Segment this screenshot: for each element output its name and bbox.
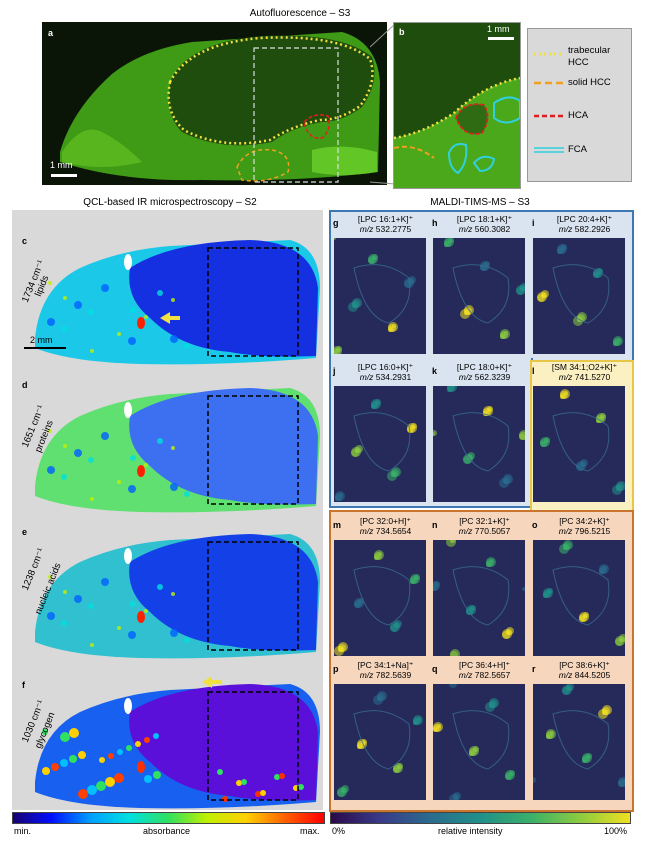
ms-ion-label: [PC 32:0+H]⁺: [359, 516, 412, 526]
legend-label-hca: HCA: [568, 110, 589, 121]
ms-ion-label: [PC 36:4+H]⁺: [458, 660, 511, 670]
ms-ion-label: [LPC 20:4+K]⁺: [556, 214, 613, 224]
ms-ion-label: [LPC 18:1+K]⁺: [456, 214, 513, 224]
ms-image-p: [334, 684, 426, 800]
panel-a-scalebar-label: 1 mm: [50, 160, 73, 170]
ms-image-g: [334, 238, 426, 354]
ir-title: QCL-based IR microspectroscopy – S2: [83, 197, 257, 208]
legend-swatches: [534, 52, 564, 153]
ms-panel-letter: i: [532, 218, 535, 228]
ms-ion-label: [PC 32:1+K]⁺: [459, 516, 510, 526]
panel-b-scalebar: [488, 37, 514, 40]
ms-panel-letter: p: [333, 664, 339, 674]
ms-label-n: n [PC 32:1+K]⁺ m/z 770.5057: [432, 516, 527, 536]
ms-label-q: q [PC 36:4+H]⁺ m/z 782.5657: [432, 660, 527, 680]
autofluorescence-zoom: [394, 23, 520, 188]
autofluorescence-tissue: [60, 32, 380, 183]
ms-image-i: [533, 238, 625, 354]
ms-ion-label: [LPC 16:1+K]⁺: [357, 214, 414, 224]
ms-panel-letter: j: [333, 366, 336, 376]
ms-panel-letter: k: [432, 366, 438, 376]
ms-mz-label: m/z 560.3082: [458, 224, 511, 234]
ms-ion-label: [LPC 16:0+K]⁺: [357, 362, 414, 372]
ms-mz-label: m/z 796.5215: [558, 526, 611, 536]
ms-image-r: [533, 684, 625, 800]
ms-ion-label: [SM 34:1;O2+K]⁺: [551, 362, 618, 372]
ms-panel-letter: g: [333, 218, 339, 228]
intensity-min-label: 0%: [332, 826, 346, 836]
autofluorescence-title: Autofluorescence – S3: [249, 8, 351, 19]
ms-label-o: o [PC 34:2+K]⁺ m/z 796.5215: [532, 516, 627, 536]
panel-e-letter: e: [22, 527, 28, 537]
ms-mz-label: m/z 534.2931: [359, 372, 412, 382]
ms-image-l: [533, 386, 625, 502]
ms-panel-letter: l: [532, 366, 535, 376]
ms-mz-label: m/z 782.5639: [359, 670, 412, 680]
ms-panel-letter: h: [432, 218, 438, 228]
ir-tissue-image-c: [35, 240, 320, 365]
ir-scalebar: [24, 347, 66, 349]
ms-ion-label: [PC 34:2+K]⁺: [559, 516, 610, 526]
ms-label-j: j [LPC 16:0+K]⁺ m/z 534.2931: [333, 362, 428, 382]
ms-ion-label: [PC 38:6+K]⁺: [559, 660, 610, 670]
ms-ion-label: [LPC 18:0+K]⁺: [456, 362, 513, 372]
legend-label-solid-hcc: solid HCC: [568, 77, 611, 88]
ms-label-l: l [SM 34:1;O2+K]⁺ m/z 741.5270: [532, 362, 627, 382]
maldi-title: MALDI-TIMS-MS – S3: [430, 197, 530, 208]
ms-panel-letter: n: [432, 520, 438, 530]
absorbance-max-label: max.: [300, 826, 320, 836]
ir-tissue-image-f: [35, 676, 320, 809]
legend-label-trabecular-hcc: trabecular HCC: [568, 45, 611, 68]
ms-panel-letter: o: [532, 520, 538, 530]
ir-tissue-image-d: [35, 388, 320, 513]
ir-tissue-image-e: [35, 534, 320, 659]
ms-mz-label: m/z 782.5657: [458, 670, 511, 680]
ms-image-j: [334, 386, 426, 502]
ms-label-m: m [PC 32:0+H]⁺ m/z 734.5654: [333, 516, 428, 536]
ms-mz-label: m/z 741.5270: [558, 372, 611, 382]
panel-a-scalebar: [51, 174, 77, 177]
ms-image-o: [533, 540, 625, 656]
panel-b-image: b 1 mm: [393, 22, 521, 189]
ms-panel-letter: r: [532, 664, 536, 674]
ir-scalebar-label: 2 mm: [30, 335, 53, 345]
ms-mz-label: m/z 532.2775: [359, 224, 412, 234]
ms-label-g: g [LPC 16:1+K]⁺ m/z 532.2775: [333, 214, 428, 234]
ms-panel-letter: m: [333, 520, 342, 530]
ms-image-q: [433, 684, 525, 800]
ms-label-p: p [PC 34:1+Na]⁺ m/z 782.5639: [333, 660, 428, 680]
ms-image-k: [433, 386, 525, 502]
region-legend: trabecular HCC solid HCC HCA FCA: [527, 28, 632, 182]
panel-f-letter: f: [22, 680, 25, 690]
absorbance-label: absorbance: [143, 826, 191, 836]
ms-ion-label: [PC 34:1+Na]⁺: [357, 660, 414, 670]
absorbance-colorbar: [12, 812, 325, 824]
intensity-label: relative intensity: [438, 826, 503, 836]
panel-a-letter: a: [48, 28, 54, 38]
ms-mz-label: m/z 562.3239: [458, 372, 511, 382]
ms-label-h: h [LPC 18:1+K]⁺ m/z 560.3082: [432, 214, 527, 234]
legend-label-fca: FCA: [568, 144, 587, 155]
panel-c-letter: c: [22, 236, 28, 246]
ms-label-i: i [LPC 20:4+K]⁺ m/z 582.2926: [532, 214, 627, 234]
ms-mz-label: m/z 734.5654: [359, 526, 412, 536]
zoom-connector: [370, 23, 396, 185]
ms-panel-letter: q: [432, 664, 438, 674]
absorbance-min-label: min.: [14, 826, 32, 836]
panel-b-scalebar-label: 1 mm: [487, 24, 510, 34]
ms-label-k: k [LPC 18:0+K]⁺ m/z 562.3239: [432, 362, 527, 382]
ms-mz-label: m/z 770.5057: [458, 526, 511, 536]
ms-image-h: [433, 238, 525, 354]
ms-mz-label: m/z 844.5205: [558, 670, 611, 680]
ms-image-m: [334, 540, 426, 656]
panel-b-letter: b: [399, 27, 405, 37]
panel-d-letter: d: [22, 380, 28, 390]
ms-label-r: r [PC 38:6+K]⁺ m/z 844.5205: [532, 660, 627, 680]
ms-mz-label: m/z 582.2926: [558, 224, 611, 234]
intensity-max-label: 100%: [604, 826, 628, 836]
ms-image-n: [433, 540, 525, 656]
intensity-colorbar: [330, 812, 631, 824]
panel-a-image: a 1 mm: [42, 22, 387, 185]
